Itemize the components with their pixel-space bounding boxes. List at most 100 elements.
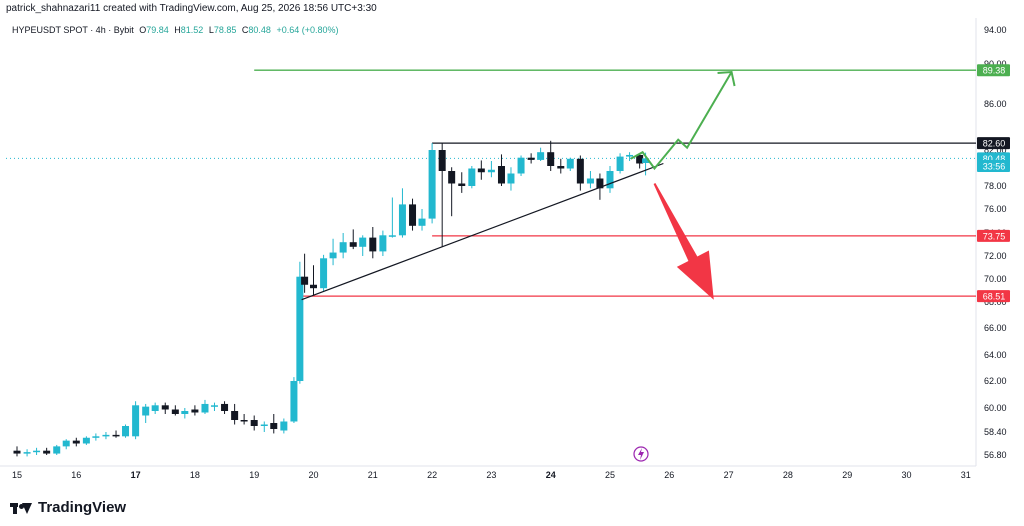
price-label-text: 33:56 [983,162,1006,172]
candle [487,161,495,178]
high-label: H [174,25,181,35]
candle [296,261,304,384]
y-tick-label: 90.00 [984,59,1007,69]
candle [369,227,377,259]
y-tick-label: 72.00 [984,251,1007,261]
y-tick-label: 86.00 [984,99,1007,109]
x-tick-label: 16 [71,470,81,480]
change-value: +0.64 (+0.80%) [276,25,339,35]
candle-body [132,430,140,437]
price-label-text: 68.51 [983,292,1006,302]
candle-body [33,450,41,453]
candle-body [151,405,159,411]
candle-body [596,178,604,189]
candle-body [438,150,446,171]
low-label: L [208,25,214,35]
candle-body [13,450,21,454]
candle [151,402,159,414]
candle [82,436,90,445]
candle-body [240,420,248,422]
open-label: O [139,25,147,35]
price-label-text: 89.38 [983,66,1006,76]
candle [201,399,209,414]
candle-body [161,405,169,410]
candle [53,444,61,455]
x-tick-label: 27 [724,470,734,480]
candle [181,408,189,419]
candle-body [507,173,515,184]
candle-body [270,423,278,429]
price-label-text: 82.60 [983,139,1006,149]
candle-body [329,252,337,259]
candle [270,414,278,434]
candle [497,154,505,186]
candle [43,447,51,455]
y-tick-label: 78.00 [984,181,1007,191]
candle-body [517,157,525,174]
candle-body [62,440,70,447]
price-label-green: 89.38 [977,64,1010,77]
x-tick-label: 28 [783,470,793,480]
candle [596,173,604,200]
candle [320,254,328,292]
x-tick-label: 23 [486,470,496,480]
candle [616,153,624,174]
candle [210,402,218,411]
candle-body [92,436,100,438]
x-tick-label: 15 [12,470,22,480]
y-tick-label: 60.00 [984,403,1007,413]
candle [191,405,199,416]
candle [290,377,298,423]
y-tick-label: 64.00 [984,350,1007,360]
lightning-event-icon[interactable] [633,446,649,462]
candle [606,166,614,193]
candle-body [23,452,31,454]
candle [517,155,525,176]
candle [122,424,130,438]
candle-body [72,440,80,444]
candle [231,403,239,425]
candle [448,167,456,217]
candle-body [586,178,594,184]
candle [507,167,515,191]
candle-body [102,434,110,437]
candle [527,153,535,164]
candle-body [557,166,565,169]
candle-body [409,204,417,226]
candle [438,143,446,247]
candle-body [250,420,258,426]
candle-body [296,276,304,381]
price-label-red: 73.75 [977,229,1010,242]
candle [557,158,565,174]
symbol-name: HYPEUSDT SPOT · 4h · Bybit [12,25,134,35]
x-tick-label: 24 [546,470,556,480]
candle-body [418,218,426,226]
candle-body [448,171,456,184]
candle [379,230,387,256]
y-tick-label: 76.00 [984,204,1007,214]
candle-body [132,405,140,431]
bearish-path[interactable] [653,183,714,300]
candle-body [310,284,317,289]
candle [240,414,248,425]
close-value: 80.48 [248,25,271,35]
candle [537,147,545,161]
bullish-path[interactable] [630,71,733,171]
price-label-text: 73.75 [983,231,1006,241]
y-tick-label: 82.00 [984,145,1007,155]
candle-body [280,421,288,431]
candle-body [537,152,545,160]
candle-body [398,204,406,236]
candle-body [43,450,51,454]
candle [576,155,584,191]
candle [626,152,634,161]
candle [398,188,406,238]
candle-body [301,276,309,285]
x-tick-label: 25 [605,470,615,480]
candle [339,233,347,259]
candle [636,153,644,169]
candle [468,166,476,189]
ascending-trendline[interactable] [301,162,664,301]
candle-body [53,446,61,454]
